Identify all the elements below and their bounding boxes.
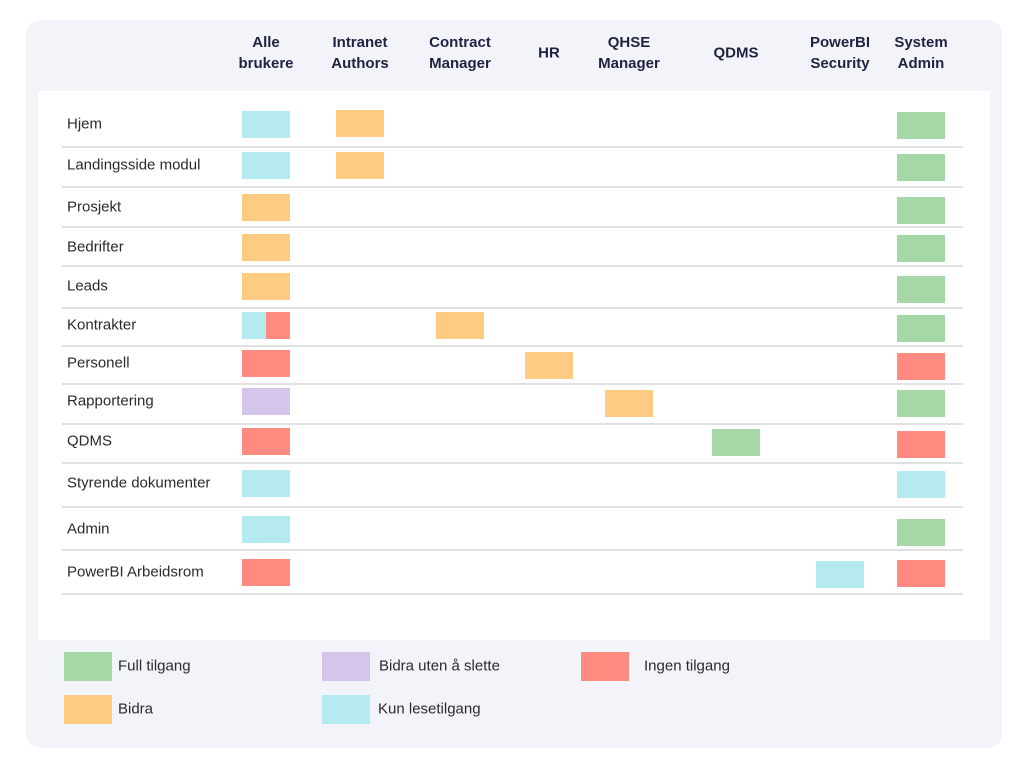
row-divider bbox=[62, 423, 963, 425]
column-header: Alle brukere bbox=[238, 34, 294, 72]
legend-label: Ingen tilgang bbox=[644, 657, 730, 675]
column-header: QHSE Manager bbox=[598, 34, 660, 72]
legend-swatch-none bbox=[581, 652, 629, 681]
access-cell-read bbox=[242, 470, 290, 497]
column-header: PowerBI Security bbox=[809, 34, 870, 72]
row-label: PowerBI Arbeidsrom bbox=[67, 563, 204, 581]
access-cell-contribute-no-delete bbox=[242, 388, 290, 415]
access-cell-contribute bbox=[525, 352, 573, 379]
row-label: Hjem bbox=[67, 115, 103, 133]
row-label: Personell bbox=[67, 354, 130, 372]
access-cell-contribute bbox=[242, 234, 290, 261]
legend-label: Bidra bbox=[118, 700, 154, 718]
access-cell-contribute bbox=[336, 152, 384, 179]
row-divider bbox=[62, 146, 963, 148]
access-cell-none bbox=[266, 312, 290, 339]
row-label: Prosjekt bbox=[67, 198, 122, 216]
access-cell-contribute bbox=[336, 110, 384, 137]
legend-swatch-full bbox=[64, 652, 112, 681]
access-cell-full bbox=[897, 154, 945, 181]
access-cell-full bbox=[897, 315, 945, 342]
legend-label: Kun lesetilgang bbox=[378, 700, 481, 718]
access-cell-contribute bbox=[242, 273, 290, 300]
row-label: Bedrifter bbox=[67, 238, 124, 256]
access-cell-none bbox=[897, 560, 945, 587]
row-label: Rapportering bbox=[67, 392, 154, 410]
access-cell-contribute bbox=[242, 194, 290, 221]
access-cell-read bbox=[242, 312, 266, 339]
access-cell-full bbox=[897, 276, 945, 303]
access-cell-read bbox=[816, 561, 864, 588]
access-cell-none bbox=[897, 353, 945, 380]
row-divider bbox=[62, 462, 963, 464]
access-cell-full bbox=[712, 429, 760, 456]
row-divider bbox=[62, 549, 963, 551]
access-cell-none bbox=[242, 559, 290, 586]
row-label: QDMS bbox=[67, 432, 112, 450]
access-cell-none bbox=[897, 431, 945, 458]
column-header: HR bbox=[538, 44, 560, 62]
access-cell-read bbox=[242, 111, 290, 138]
access-cell-full bbox=[897, 197, 945, 224]
access-cell-read bbox=[897, 471, 945, 498]
access-cell-none bbox=[242, 350, 290, 377]
matrix-body bbox=[38, 91, 990, 640]
access-cell-full bbox=[897, 519, 945, 546]
row-label: Landingsside modul bbox=[67, 156, 201, 174]
row-divider bbox=[62, 265, 963, 267]
legend-swatch-contribute bbox=[64, 695, 112, 724]
column-header: Intranet Authors bbox=[331, 34, 389, 72]
row-divider bbox=[62, 593, 963, 595]
column-header: QDMS bbox=[713, 44, 759, 62]
row-divider bbox=[62, 186, 963, 188]
legend-swatch-contribute-no-delete bbox=[322, 652, 370, 681]
row-label: Styrende dokumenter bbox=[67, 474, 211, 492]
row-label: Admin bbox=[67, 520, 110, 538]
row-divider bbox=[62, 307, 963, 309]
column-header: System Admin bbox=[894, 34, 948, 72]
row-divider bbox=[62, 345, 963, 347]
access-cell-contribute bbox=[605, 390, 653, 417]
access-cell-read bbox=[242, 152, 290, 179]
row-label: Leads bbox=[67, 277, 108, 295]
column-header: Contract Manager bbox=[429, 34, 491, 72]
access-cell-none bbox=[242, 428, 290, 455]
access-cell-full bbox=[897, 235, 945, 262]
row-divider bbox=[62, 506, 963, 508]
legend-label: Full tilgang bbox=[118, 657, 191, 675]
row-divider bbox=[62, 383, 963, 385]
legend-label: Bidra uten å slette bbox=[379, 657, 500, 675]
row-divider bbox=[62, 226, 963, 228]
access-cell-contribute bbox=[436, 312, 484, 339]
access-cell-read bbox=[242, 516, 290, 543]
row-label: Kontrakter bbox=[67, 316, 137, 334]
access-cell-full bbox=[897, 112, 945, 139]
legend-swatch-read bbox=[322, 695, 370, 724]
access-cell-full bbox=[897, 390, 945, 417]
